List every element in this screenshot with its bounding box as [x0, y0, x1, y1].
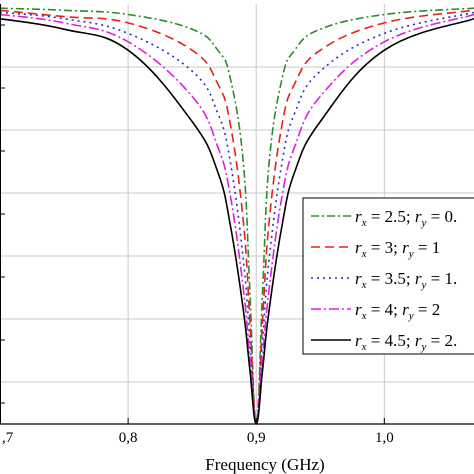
series-line-5: [0, 17, 474, 425]
legend-text-part: r: [402, 300, 409, 319]
legend-box: [302, 197, 474, 355]
legend-text-part: =: [367, 300, 385, 319]
legend-text-part: r: [355, 331, 362, 350]
legend-text-part: ;: [393, 300, 402, 319]
legend-text-part: ;: [406, 331, 415, 350]
legend-text-part: r: [355, 238, 362, 257]
legend-text-part: =: [367, 269, 385, 288]
legend-value: 4.5: [385, 331, 406, 350]
legend-value: 1.: [444, 269, 457, 288]
legend: rx = 2.5; ry = 0.rx = 3; ry = 1rx = 3.5;…: [302, 197, 474, 355]
plot-frame: [0, 4, 474, 425]
legend-text-part: y: [420, 279, 426, 291]
legend-text-part: y: [420, 341, 426, 353]
legend-text-part: =: [367, 207, 385, 226]
legend-text-part: r: [415, 269, 422, 288]
legend-entry-5: rx = 4.5; ry = 2.: [355, 331, 457, 353]
legend-text-part: ;: [393, 238, 402, 257]
legend-value: 2.: [444, 331, 457, 350]
legend-text-part: x: [361, 310, 367, 322]
series-layer: [0, 7, 474, 425]
legend-entry-3: rx = 3.5; ry = 1.: [355, 269, 457, 291]
legend-text-part: y: [408, 310, 414, 322]
legend-text-part: y: [408, 248, 414, 260]
legend-entry-1: rx = 2.5; ry = 0.: [355, 207, 457, 229]
x-axis-label: Frequency (GHz): [205, 455, 324, 474]
legend-text-part: ;: [406, 269, 415, 288]
legend-text-part: r: [415, 207, 422, 226]
legend-text-part: =: [414, 238, 432, 257]
legend-text-part: x: [361, 279, 367, 291]
legend-text-part: r: [402, 238, 409, 257]
legend-text-part: ;: [406, 207, 415, 226]
legend-text-part: =: [367, 238, 385, 257]
legend-text-part: r: [355, 269, 362, 288]
legend-value: 4: [385, 300, 394, 319]
legend-text-part: =: [426, 269, 444, 288]
legend-text-part: x: [361, 217, 367, 229]
x-tick-label: 0,8: [119, 430, 138, 446]
series-line-4: [0, 13, 474, 425]
legend-text-part: x: [361, 248, 367, 260]
legend-value: 3: [385, 238, 394, 257]
legend-text-part: x: [361, 341, 367, 353]
legend-text-part: r: [355, 207, 362, 226]
legend-text-part: =: [426, 207, 444, 226]
legend-text-part: r: [355, 300, 362, 319]
x-tick-label: 1,0: [375, 430, 394, 446]
legend-value: 0.: [444, 207, 457, 226]
legend-entry-2: rx = 3; ry = 1: [355, 238, 440, 260]
x-tick-label: 0,9: [247, 430, 266, 446]
legend-entry-4: rx = 4; ry = 2: [355, 300, 440, 322]
legend-value: 2.5: [385, 207, 406, 226]
x-tick-label: ,7: [2, 430, 14, 446]
grid: [0, 4, 474, 424]
x-axis-ticks: ,7 0,8 0,9 1,0: [0, 418, 394, 446]
legend-text-part: =: [367, 331, 385, 350]
legend-value: 1: [432, 238, 441, 257]
legend-value: 2: [432, 300, 441, 319]
legend-value: 3.5: [385, 269, 406, 288]
legend-text-part: =: [426, 331, 444, 350]
legend-text-part: r: [415, 331, 422, 350]
legend-text-part: =: [414, 300, 432, 319]
legend-text-part: y: [420, 217, 426, 229]
